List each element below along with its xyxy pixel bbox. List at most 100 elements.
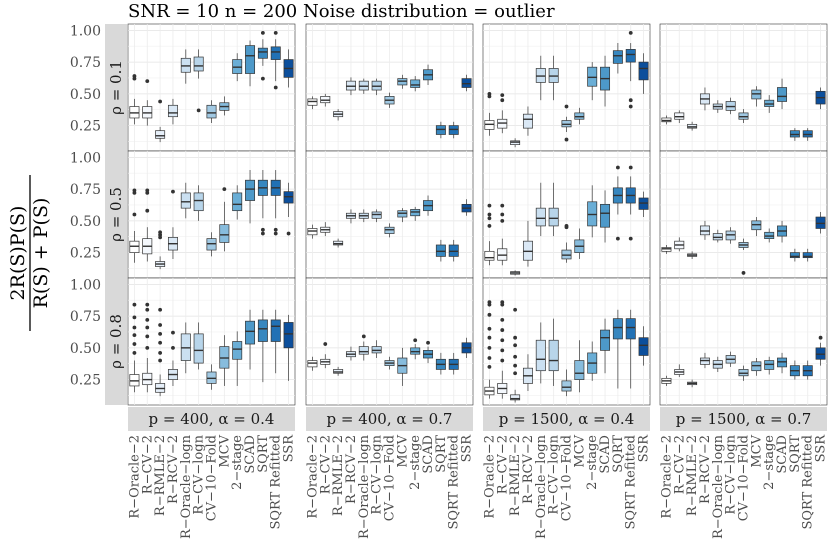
box-5 (725, 97, 736, 115)
outlier-point (145, 325, 150, 330)
outlier-point (500, 203, 505, 208)
y-axis-label-denominator: R(S) + P(S) (30, 198, 52, 309)
box-4 (712, 356, 723, 372)
box-11 (448, 239, 459, 262)
box-11 (270, 170, 281, 236)
outlier-point (500, 338, 505, 343)
outlier-point (145, 318, 150, 322)
box-10 (257, 309, 268, 383)
column-strip-label: p = 1500, α = 0.4 (499, 410, 635, 428)
box-9 (777, 78, 788, 110)
x-tick-label: R−RCV−2 (521, 435, 536, 504)
box-6 (738, 109, 749, 124)
box-8 (410, 338, 421, 360)
box-12 (283, 49, 294, 88)
x-tick-label: CV−10−Fold (560, 435, 575, 521)
box-9 (777, 220, 788, 243)
outlier-point (132, 342, 137, 346)
box-4 (712, 229, 723, 243)
box-iqr (600, 203, 611, 228)
x-tick-label: 2−stage (585, 435, 600, 490)
box-11 (448, 121, 459, 139)
box-8 (764, 228, 775, 243)
x-tick-label: R−CV−2 (672, 435, 687, 494)
outlier-point (500, 348, 505, 353)
row-strip-label: ρ = 0.5 (107, 187, 125, 242)
outlier-point (196, 108, 201, 113)
y-tick-label: 0.75 (70, 182, 101, 198)
y-tick-label: 0.25 (70, 373, 101, 389)
x-tick-label: R−RMLE−2 (331, 435, 346, 516)
x-tick-label: CV−10−Fold (383, 435, 398, 521)
outlier-point (286, 231, 291, 236)
x-tick-label: R−CV−logn (724, 434, 739, 514)
outlier-point (500, 98, 505, 103)
box-iqr (510, 394, 521, 401)
box-8 (232, 185, 243, 220)
box-0 (307, 356, 318, 371)
box-11 (270, 30, 281, 90)
outlier-point (171, 189, 175, 194)
column-strip (660, 407, 827, 431)
box-6 (206, 100, 217, 124)
box-12 (461, 337, 472, 359)
outlier-point (222, 187, 227, 192)
box-7 (219, 96, 230, 116)
facet-panel (305, 277, 474, 406)
outlier-point (171, 330, 175, 335)
y-tick-label: 1.00 (70, 23, 101, 39)
box-7 (751, 358, 762, 376)
facet-panel (127, 23, 296, 152)
column-strip (483, 407, 650, 431)
x-tick-label: R−Oracle−logn (179, 434, 194, 539)
box-iqr (219, 224, 230, 243)
y-tick-label: 0.75 (70, 309, 101, 325)
box-10 (257, 170, 268, 236)
box-7 (751, 86, 762, 107)
outlier-point (487, 203, 492, 208)
box-iqr (410, 79, 421, 88)
box-6 (384, 92, 395, 108)
box-iqr (625, 49, 636, 63)
box-9 (245, 170, 256, 224)
x-tick-label: MCV (395, 434, 410, 467)
box-9 (600, 318, 611, 374)
x-tick-label: SCAD (243, 435, 258, 474)
y-tick-label: 0.50 (70, 341, 101, 357)
box-iqr (180, 192, 191, 209)
y-tick-label: 0.25 (70, 119, 101, 135)
box-2 (333, 366, 344, 376)
box-0 (129, 188, 140, 263)
box-iqr (245, 320, 256, 345)
box-0 (661, 115, 672, 125)
box-0 (129, 302, 140, 393)
box-4 (358, 334, 369, 361)
box-iqr (358, 346, 369, 355)
outlier-point (158, 331, 163, 336)
box-iqr (535, 207, 546, 227)
outlier-point (564, 224, 569, 228)
x-tick-label: CV−10−Fold (205, 435, 220, 521)
box-12 (283, 182, 294, 236)
box-7 (397, 74, 408, 89)
chart-title: SNR = 10 n = 200 Noise distribution = ou… (128, 1, 555, 22)
box-7 (397, 347, 408, 386)
box-5 (193, 185, 204, 221)
box-9 (777, 352, 788, 374)
box-4 (180, 182, 191, 219)
box-2 (510, 307, 521, 403)
box-iqr (625, 318, 636, 340)
box-10 (435, 121, 446, 139)
outlier-point (513, 307, 518, 312)
box-5 (371, 209, 382, 223)
x-tick-label: R−RCV−2 (166, 435, 181, 504)
box-10 (435, 352, 446, 375)
box-iqr (193, 192, 204, 212)
box-12 (638, 326, 649, 366)
row-strip (105, 24, 127, 151)
box-10 (257, 30, 268, 81)
outlier-point (487, 326, 492, 331)
x-tick-label: R−Oracle−logn (357, 434, 372, 539)
x-tick-label: R−CV−logn (547, 434, 562, 514)
box-7 (751, 217, 762, 237)
